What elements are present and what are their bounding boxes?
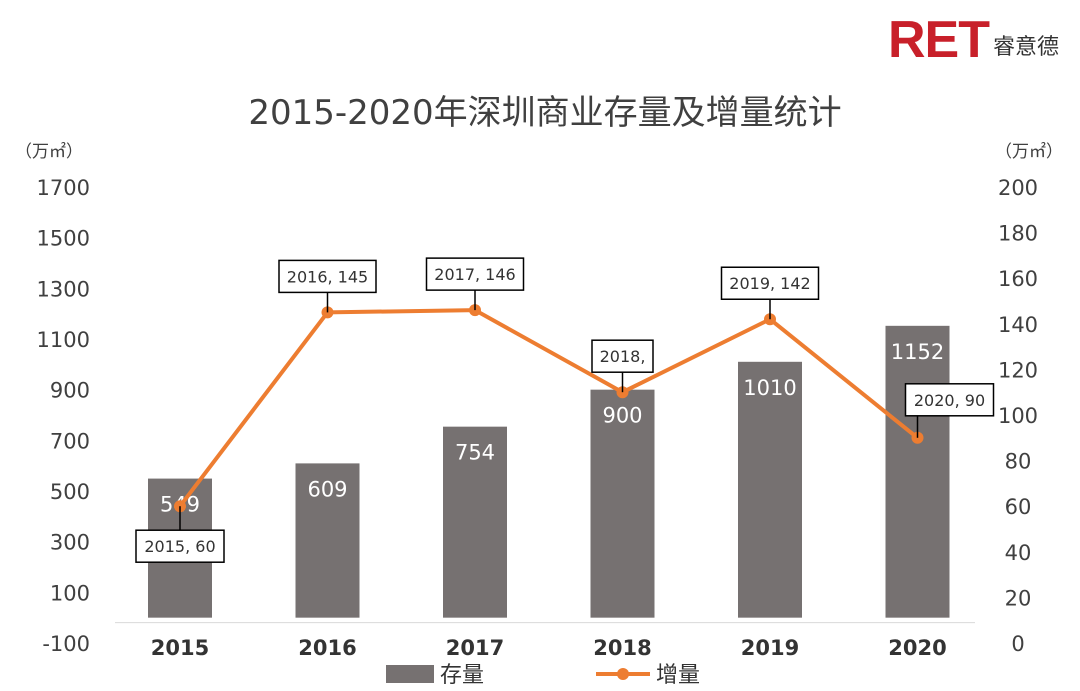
x-tick-label: 2016 bbox=[298, 636, 356, 660]
right-tick-label: 200 bbox=[998, 176, 1038, 200]
bar-value-label: 1152 bbox=[891, 340, 944, 364]
right-tick-label: 180 bbox=[998, 222, 1038, 246]
left-tick-label: 1300 bbox=[37, 277, 90, 301]
bar-value-label: 754 bbox=[455, 441, 495, 465]
bar-2020 bbox=[885, 325, 950, 618]
right-axis: 0 20 40 60 80 100 120 140 160 180 200 bbox=[998, 176, 1038, 656]
chart-title: 2015-2020年深圳商业存量及增量统计 bbox=[248, 93, 841, 133]
logo-mark: RET bbox=[888, 11, 990, 69]
right-tick-label: 0 bbox=[1011, 632, 1024, 656]
legend-swatch-bar bbox=[386, 665, 434, 683]
bars bbox=[148, 325, 950, 618]
right-tick-label: 140 bbox=[998, 313, 1038, 337]
bar-2017 bbox=[443, 426, 507, 618]
legend-label-line: 增量 bbox=[656, 663, 700, 688]
left-tick-label: 1100 bbox=[37, 328, 90, 352]
left-tick-label: 300 bbox=[50, 531, 90, 555]
right-tick-label: 120 bbox=[998, 358, 1038, 382]
callout-label: 2020, 90 bbox=[914, 391, 985, 410]
left-tick-label: 700 bbox=[50, 429, 90, 453]
callout-box bbox=[904, 383, 995, 417]
x-axis: 2015 2016 2017 2018 2019 2020 bbox=[151, 636, 947, 660]
right-tick-label: 80 bbox=[1005, 450, 1032, 474]
left-axis-unit: （万㎡） bbox=[15, 142, 83, 162]
right-tick-label: 100 bbox=[998, 404, 1038, 428]
bar-value-label: 609 bbox=[307, 477, 347, 501]
right-tick-label: 160 bbox=[998, 267, 1038, 291]
bar-2016 bbox=[295, 463, 360, 618]
right-tick-label: 40 bbox=[1005, 541, 1032, 565]
x-tick-label: 2018 bbox=[593, 636, 651, 660]
callout-label: 2019, 142 bbox=[729, 274, 810, 293]
line-series bbox=[174, 304, 924, 513]
callout-box bbox=[278, 259, 377, 294]
bar-value-label: 1010 bbox=[743, 376, 796, 400]
bar-2018 bbox=[590, 389, 655, 618]
callout-label: 2017, 146 bbox=[434, 265, 515, 284]
left-tick-label: 500 bbox=[50, 480, 90, 504]
left-tick-label: 900 bbox=[50, 379, 90, 403]
logo-name: 睿意德 bbox=[993, 35, 1060, 60]
callout-box bbox=[425, 257, 525, 291]
x-tick-label: 2015 bbox=[151, 636, 209, 660]
x-tick-label: 2017 bbox=[446, 636, 504, 660]
x-tick-label: 2019 bbox=[741, 636, 799, 660]
bar-2019 bbox=[738, 361, 802, 618]
callout-label: 2015, 60 bbox=[144, 537, 215, 556]
right-tick-label: 20 bbox=[1005, 586, 1032, 610]
left-tick-label: 100 bbox=[50, 581, 90, 605]
x-tick-label: 2020 bbox=[888, 636, 946, 660]
legend: 存量 增量 bbox=[386, 663, 700, 688]
right-tick-label: 60 bbox=[1005, 495, 1032, 519]
callout-label: 2016, 145 bbox=[287, 267, 368, 286]
left-axis: -100 100 300 500 700 900 1100 1300 1500 1700 bbox=[37, 176, 90, 656]
logo: RET 睿意德 bbox=[888, 14, 1059, 66]
callout-label: 2018, bbox=[600, 347, 646, 366]
bar-value-label: 900 bbox=[602, 404, 642, 428]
left-tick-label: 1700 bbox=[37, 176, 90, 200]
callouts: 2015, 60 2016, 145 2017, 146 2018, 2019, 142… bbox=[135, 257, 995, 563]
left-tick-label: 1500 bbox=[37, 227, 90, 251]
right-axis-unit: （万㎡） bbox=[995, 142, 1063, 162]
bar-labels: 54960975490010101152 bbox=[160, 340, 944, 517]
callout-box bbox=[135, 529, 225, 563]
callout-box bbox=[720, 266, 820, 300]
callout-box bbox=[591, 339, 654, 373]
legend-label-bar: 存量 bbox=[440, 663, 484, 688]
line-increment bbox=[178, 308, 919, 508]
legend-swatch-dot bbox=[617, 668, 629, 680]
left-tick-label: -100 bbox=[42, 632, 90, 656]
